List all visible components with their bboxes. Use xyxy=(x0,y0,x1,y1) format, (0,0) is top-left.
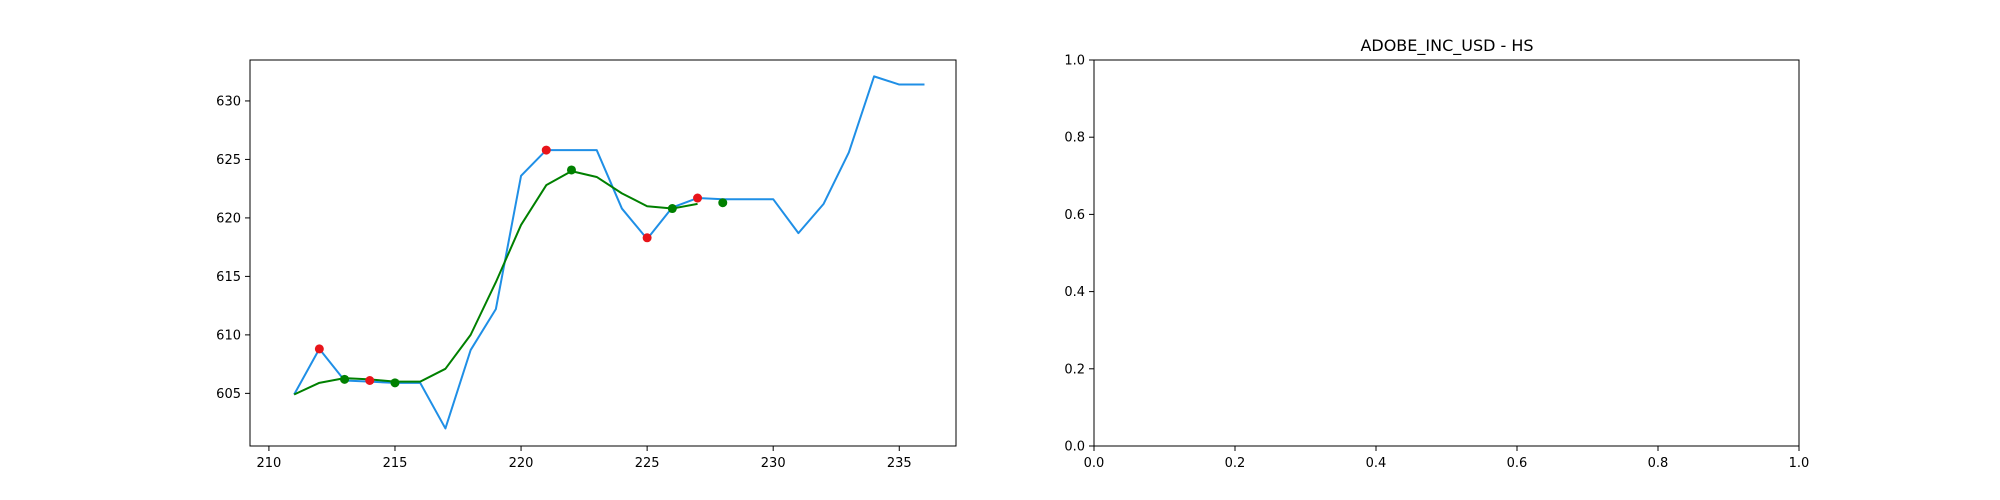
left-chart-peak-point xyxy=(541,145,551,155)
right-chart-x-tick-label: 0.8 xyxy=(1648,456,1669,471)
left-chart-y-tick-label: 630 xyxy=(216,94,241,109)
right-chart-x-tick-label: 0.4 xyxy=(1366,456,1387,471)
left-chart-peak-point xyxy=(314,344,324,354)
right-chart-y-tick-label: 0.4 xyxy=(1064,285,1085,300)
right-chart-x-tick-label: 0.6 xyxy=(1507,456,1528,471)
left-chart-trough-point xyxy=(718,198,728,208)
right-chart-frame xyxy=(1093,59,1800,447)
left-chart-y-tick-label: 620 xyxy=(216,211,241,226)
left-chart-trough-point xyxy=(340,374,350,384)
left-chart-x-tick-label: 215 xyxy=(383,456,408,471)
left-chart-x-tick-label: 230 xyxy=(761,456,786,471)
left-chart-x-tick-label: 225 xyxy=(635,456,660,471)
left-chart-smoothed-line xyxy=(293,170,698,396)
right-chart-x-tick-label: 0.2 xyxy=(1225,456,1246,471)
right-chart-x-tick-label: 1.0 xyxy=(1789,456,1810,471)
left-chart-x-tick-label: 210 xyxy=(256,456,281,471)
right-chart-y-ticks: 0.0 0.2 0.4 0.6 0.8 1.0 xyxy=(1064,54,1094,455)
right-chart-y-tick-label: 0.0 xyxy=(1064,440,1085,455)
left-chart-marks xyxy=(293,75,925,430)
left-chart-y-tick-label: 610 xyxy=(216,328,241,343)
right-chart-title: ADOBE_INC_USD - HS xyxy=(1360,36,1533,56)
left-chart-trough-point xyxy=(566,165,576,175)
left-chart-x-tick-label: 235 xyxy=(887,456,912,471)
right-chart-y-tick-label: 0.6 xyxy=(1064,208,1085,223)
left-chart-trough-point xyxy=(667,204,677,214)
left-chart-trough-point xyxy=(390,378,400,388)
right-chart-y-tick-label: 1.0 xyxy=(1064,54,1085,69)
left-chart-y-tick-label: 625 xyxy=(216,153,241,168)
left-chart-peak-point xyxy=(693,193,703,203)
left-chart-peak-point xyxy=(642,233,652,243)
right-chart: ADOBE_INC_USD - HS 0.0 0.2 0.4 0.6 0.8 1.0 0.… xyxy=(1064,36,1809,471)
right-chart-y-tick-label: 0.8 xyxy=(1064,131,1085,146)
left-chart-x-ticks: 210 215 220 225 230 235 xyxy=(256,446,912,471)
left-chart-y-tick-label: 605 xyxy=(216,387,241,402)
right-chart-x-ticks: 0.0 0.2 0.4 0.6 0.8 1.0 xyxy=(1084,446,1810,471)
left-chart-y-ticks: 605 610 615 620 625 630 xyxy=(216,94,250,402)
right-chart-x-tick-label: 0.0 xyxy=(1084,456,1105,471)
left-chart-x-tick-label: 220 xyxy=(509,456,534,471)
left-chart: 210 215 220 225 230 235 605 610 615 620 625 630 xyxy=(216,59,957,471)
left-chart-y-tick-label: 615 xyxy=(216,270,241,285)
left-chart-peak-point xyxy=(365,375,375,385)
right-chart-y-tick-label: 0.2 xyxy=(1064,362,1085,377)
left-chart-frame xyxy=(249,59,957,447)
